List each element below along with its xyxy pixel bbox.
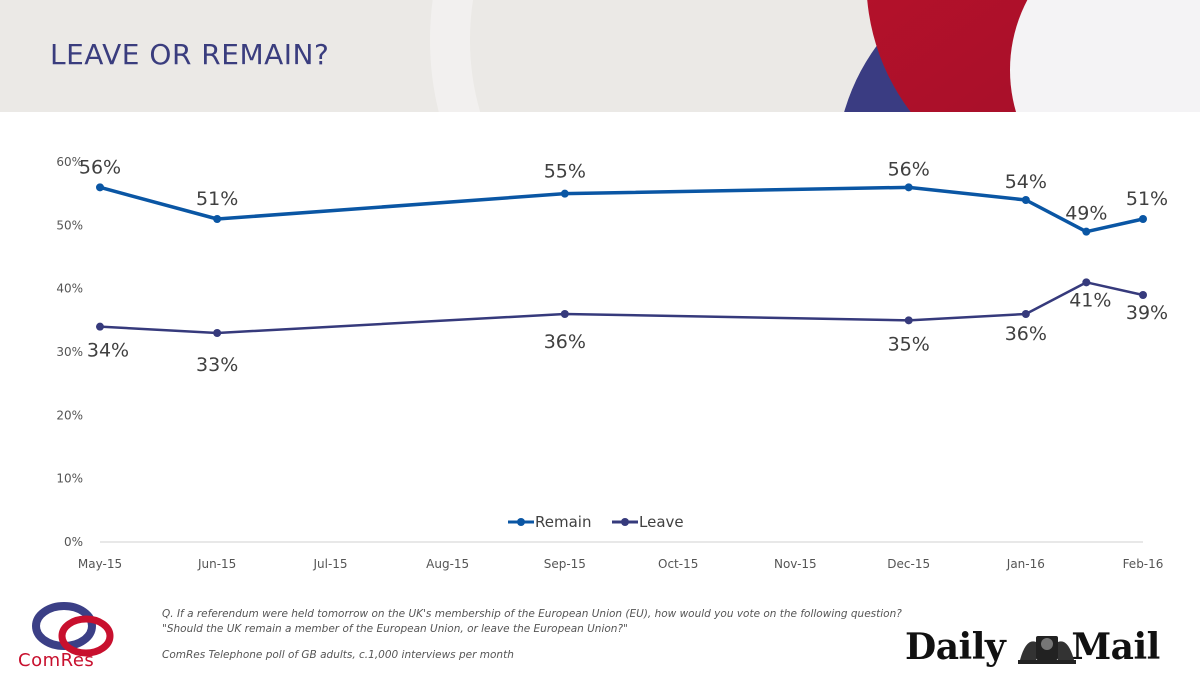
x-tick-label: Aug-15 <box>426 557 469 571</box>
x-tick-label: Jun-15 <box>197 557 236 571</box>
data-point-leave <box>96 322 104 331</box>
x-tick-label: May-15 <box>78 557 122 571</box>
y-tick-label: 60% <box>56 155 83 169</box>
x-tick-label: Feb-16 <box>1123 557 1164 571</box>
header-banner: LEAVE OR REMAIN? <box>0 0 1200 112</box>
data-label-remain: 54% <box>1005 171 1047 193</box>
x-tick-label: Nov-15 <box>774 557 817 571</box>
data-point-leave <box>1139 291 1147 299</box>
comres-ring-red <box>58 615 114 657</box>
data-point-remain <box>96 183 104 192</box>
legend-marker-remain <box>517 518 525 526</box>
data-label-leave: 39% <box>1126 302 1168 324</box>
y-tick-label: 10% <box>56 472 83 486</box>
data-label-remain: 51% <box>1126 188 1168 210</box>
data-point-leave <box>904 316 913 325</box>
y-tick-label: 20% <box>56 408 83 422</box>
data-point-remain <box>904 183 913 192</box>
x-tick-label: Dec-15 <box>887 557 930 571</box>
data-point-leave <box>560 310 569 318</box>
data-point-remain <box>560 189 569 198</box>
data-label-leave: 41% <box>1069 289 1111 311</box>
survey-methodology: ComRes Telephone poll of GB adults, c.1,… <box>162 649 514 661</box>
y-tick-label: 50% <box>56 218 83 232</box>
x-tick-label: Sep-15 <box>544 557 586 571</box>
data-label-remain: 51% <box>196 188 238 210</box>
daily-mail-logo-left: Daily <box>905 626 1006 668</box>
legend-label-leave: Leave <box>639 513 684 531</box>
data-label-leave: 36% <box>1005 323 1047 345</box>
series-line-leave <box>99 281 1144 335</box>
data-point-remain <box>1021 196 1030 204</box>
data-label-leave: 36% <box>544 331 586 353</box>
daily-mail-logo-right: Mail <box>1071 626 1160 668</box>
data-point-leave <box>213 329 222 337</box>
page-title: LEAVE OR REMAIN? <box>50 38 330 71</box>
daily-mail-logo: Daily Mail <box>905 626 1160 668</box>
x-tick-label: Jul-15 <box>312 557 347 571</box>
data-point-remain <box>1082 227 1091 236</box>
legend-marker-leave <box>621 518 629 526</box>
line-chart: 0% 10% 20% 30% 40% 50% 60% May-15 Jun-15 Jul-15 Au… <box>56 155 1168 571</box>
survey-question: Q. If a referendum were held tomorrow on… <box>162 608 902 635</box>
data-point-leave <box>1021 310 1030 318</box>
x-tick-label: Jan-16 <box>1006 557 1045 571</box>
data-point-remain <box>213 215 222 223</box>
comres-wordmark: ComRes <box>18 650 95 671</box>
data-point-leave <box>1082 278 1091 287</box>
crest-icon <box>1018 636 1076 664</box>
data-label-leave: 34% <box>87 340 129 362</box>
data-point-remain <box>1139 215 1147 223</box>
data-label-leave: 35% <box>888 333 930 355</box>
data-label-remain: 56% <box>888 158 930 180</box>
x-tick-label: Oct-15 <box>658 557 698 571</box>
data-label-leave: 33% <box>196 354 238 376</box>
data-label-remain: 55% <box>544 161 586 183</box>
decorative-swoosh <box>1010 0 1200 112</box>
data-label-remain: 49% <box>1065 203 1107 225</box>
y-tick-label: 30% <box>56 345 83 359</box>
comres-logo <box>32 602 114 657</box>
legend-label-remain: Remain <box>535 513 591 531</box>
y-tick-label: 0% <box>64 535 83 549</box>
data-label-remain: 56% <box>79 156 121 178</box>
series-line-remain <box>99 185 1144 234</box>
y-tick-label: 40% <box>56 282 83 296</box>
